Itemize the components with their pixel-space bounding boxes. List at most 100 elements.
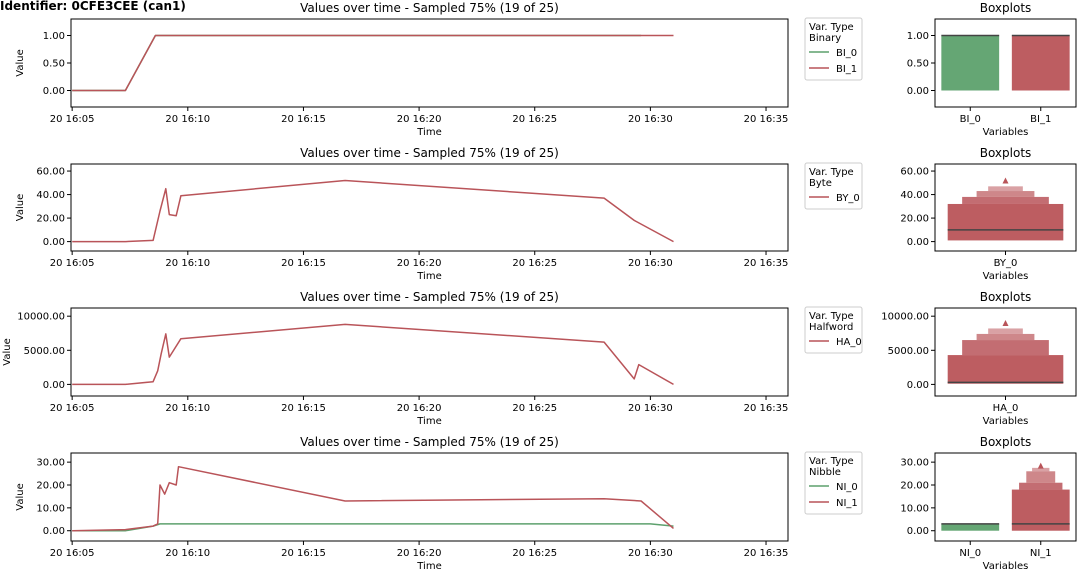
boxplot-x-tick-label: NI_1 xyxy=(1030,548,1052,559)
boxplot-letter-value-box xyxy=(976,333,1035,341)
boxplot-y-tick-label: 10000.00 xyxy=(881,312,929,323)
boxplot-y-tick-label: 30.00 xyxy=(900,458,929,469)
x-tick-label: 20 16:25 xyxy=(512,403,557,414)
y-tick-label: 5000.00 xyxy=(24,346,65,357)
x-tick-label: 20 16:10 xyxy=(165,258,210,269)
boxplot-box xyxy=(941,35,1000,91)
y-tick-label: 20.00 xyxy=(36,481,65,492)
y-tick-label: 20.00 xyxy=(36,214,65,225)
legend-entry: HA_0 xyxy=(836,337,862,348)
subplot-row-2: Values over time - Sampled 75% (19 of 25… xyxy=(15,146,1077,282)
boxplot-y-tick-label: 20.00 xyxy=(900,214,929,225)
boxplot-box xyxy=(1011,35,1070,91)
legend-subtitle: Byte xyxy=(809,178,832,189)
boxplot-x-tick-label: BY_0 xyxy=(994,258,1018,269)
legend-title: Var. Type xyxy=(809,167,854,178)
boxplot-title: Boxplots xyxy=(980,146,1032,160)
subplot-row-4: Values over time - Sampled 75% (19 of 25… xyxy=(15,435,1077,572)
boxplot-x-axis-label: Variables xyxy=(983,416,1029,427)
boxplot-y-tick-label: 0.00 xyxy=(907,237,929,248)
x-tick-label: 20 16:05 xyxy=(50,403,95,414)
boxplot-y-tick-label: 10.00 xyxy=(900,503,929,514)
boxplot-letter-value-box xyxy=(1026,471,1056,483)
boxplot-y-tick-label: 20.00 xyxy=(900,481,929,492)
x-tick-label: 20 16:15 xyxy=(281,114,326,125)
boxplot-y-tick-label: 0.00 xyxy=(907,380,929,391)
line-chart-title: Values over time - Sampled 75% (19 of 25… xyxy=(300,146,559,160)
boxplot-outlier xyxy=(1002,177,1009,184)
boxplot-letter-value-box xyxy=(1019,482,1063,490)
x-tick-label: 20 16:30 xyxy=(628,114,673,125)
y-tick-label: 0.00 xyxy=(43,86,65,97)
y-axis-label: Value xyxy=(15,194,26,221)
boxplot-title: Boxplots xyxy=(980,290,1032,304)
boxplot-y-tick-label: 0.50 xyxy=(907,59,929,70)
boxplot-title: Boxplots xyxy=(980,435,1032,449)
x-tick-label: 20 16:10 xyxy=(165,548,210,559)
x-tick-label: 20 16:20 xyxy=(397,403,442,414)
y-tick-label: 40.00 xyxy=(36,190,65,201)
y-axis-label: Value xyxy=(2,338,13,365)
x-tick-label: 20 16:35 xyxy=(744,258,789,269)
x-tick-label: 20 16:20 xyxy=(397,548,442,559)
x-axis-label: Time xyxy=(416,127,441,138)
y-tick-label: 30.00 xyxy=(36,458,65,469)
x-tick-label: 20 16:35 xyxy=(744,548,789,559)
x-tick-label: 20 16:25 xyxy=(512,258,557,269)
boxplot-x-tick-label: HA_0 xyxy=(993,403,1019,414)
legend-entry: BY_0 xyxy=(836,193,860,204)
x-tick-label: 20 16:20 xyxy=(397,258,442,269)
x-tick-label: 20 16:10 xyxy=(165,114,210,125)
y-tick-label: 10.00 xyxy=(36,503,65,514)
boxplot-outlier xyxy=(1037,462,1044,469)
y-tick-label: 60.00 xyxy=(36,167,65,178)
legend-box xyxy=(804,451,863,515)
series-line-bi-1 xyxy=(72,34,674,92)
legend-title: Var. Type xyxy=(809,311,854,322)
subplot-row-3: Values over time - Sampled 75% (19 of 25… xyxy=(2,290,1077,427)
legend-title: Var. Type xyxy=(809,22,854,33)
x-tick-label: 20 16:05 xyxy=(50,258,95,269)
boxplot-letter-value-box xyxy=(988,328,1023,334)
y-tick-label: 0.00 xyxy=(43,526,65,537)
boxplot-y-tick-label: 5000.00 xyxy=(888,346,929,357)
legend-entry: NI_0 xyxy=(836,482,858,493)
boxplot-letter-value-box xyxy=(1032,467,1050,472)
y-tick-label: 1.00 xyxy=(43,31,65,42)
boxplot-outlier xyxy=(1002,320,1009,327)
y-tick-label: 0.50 xyxy=(43,59,65,70)
boxplot-y-tick-label: 0.00 xyxy=(907,86,929,97)
x-tick-label: 20 16:25 xyxy=(512,114,557,125)
legend-subtitle: Nibble xyxy=(809,467,841,478)
plot-frame xyxy=(70,18,789,108)
y-axis-label: Value xyxy=(15,483,26,510)
plot-frame xyxy=(70,163,789,252)
line-chart-title: Values over time - Sampled 75% (19 of 25… xyxy=(300,1,559,15)
boxplot-x-tick-label: BI_0 xyxy=(960,114,981,125)
boxplot-y-tick-label: 1.00 xyxy=(907,31,929,42)
x-tick-label: 20 16:30 xyxy=(628,548,673,559)
boxplot-box xyxy=(947,355,1064,384)
x-tick-label: 20 16:20 xyxy=(397,114,442,125)
x-axis-label: Time xyxy=(416,416,441,427)
legend-entry: BI_1 xyxy=(836,64,857,75)
x-tick-label: 20 16:30 xyxy=(628,258,673,269)
x-axis-label: Time xyxy=(416,561,441,572)
y-axis-label: Value xyxy=(15,49,26,76)
x-tick-label: 20 16:35 xyxy=(744,114,789,125)
x-tick-label: 20 16:15 xyxy=(281,258,326,269)
boxplot-x-axis-label: Variables xyxy=(983,561,1029,572)
line-chart-title: Values over time - Sampled 75% (19 of 25… xyxy=(300,435,559,449)
legend-entry: BI_0 xyxy=(836,48,857,59)
y-tick-label: 10000.00 xyxy=(17,312,65,323)
series-line-ni-1 xyxy=(72,465,674,532)
y-tick-label: 0.00 xyxy=(43,237,65,248)
x-tick-label: 20 16:30 xyxy=(628,403,673,414)
y-tick-label: 0.00 xyxy=(43,380,65,391)
x-tick-label: 20 16:15 xyxy=(281,403,326,414)
boxplot-x-tick-label: NI_0 xyxy=(959,548,981,559)
legend-entry: NI_1 xyxy=(836,498,858,509)
subplot-row-1: Values over time - Sampled 75% (19 of 25… xyxy=(15,1,1077,138)
boxplot-y-tick-label: 40.00 xyxy=(900,190,929,201)
x-tick-label: 20 16:10 xyxy=(165,403,210,414)
